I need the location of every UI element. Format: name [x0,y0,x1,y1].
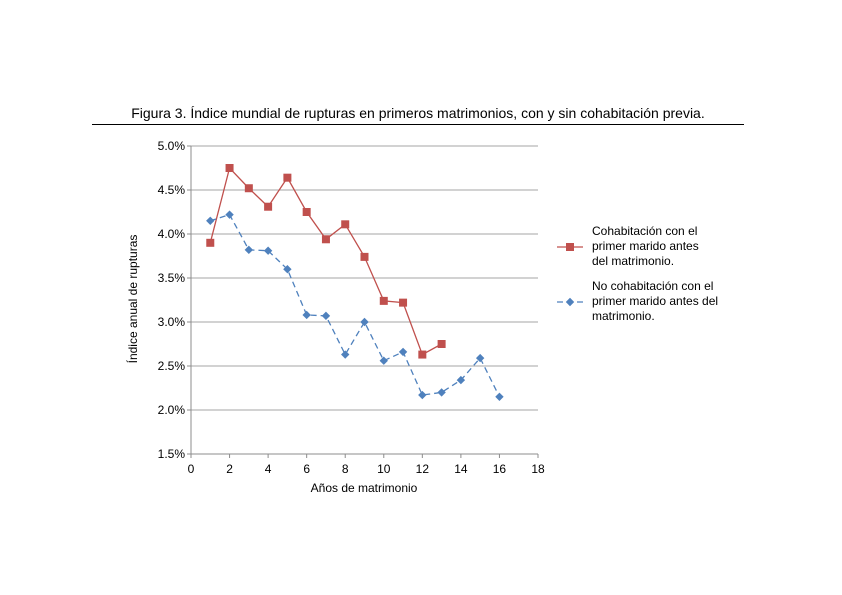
data-point [399,298,408,307]
y-tick-label: 5.0% [158,139,186,153]
x-tick-label: 6 [303,462,310,476]
legend-label: matrimonio. [592,309,655,323]
y-tick-label: 2.0% [158,403,186,417]
y-tick-label: 1.5% [158,447,186,461]
figure-title: Figura 3. Índice mundial de rupturas en … [131,105,705,121]
data-point [437,388,446,397]
legend-label: primer marido antes [592,239,699,253]
tick-labels: 1.5% 2.0% 2.5% 3.0% 3.5% 4.0% 4.5% 5.0% 0 2 4 6 8 10 1… [158,139,545,476]
data-point [398,347,408,357]
data-point [244,245,254,255]
data-point [341,220,350,229]
x-tick-label: 0 [188,462,195,476]
y-tick-label: 4.0% [158,227,186,241]
legend-label: Cohabitación con el [592,224,697,238]
series-cohabitacion [206,164,446,359]
x-tick-label: 4 [265,462,272,476]
data-point [418,350,427,359]
legend-symbol-marker [565,297,575,307]
axes [187,145,539,458]
x-tick-label: 18 [531,462,545,476]
x-tick-label: 16 [493,462,507,476]
series [206,164,504,401]
data-point [302,208,311,216]
data-point [283,265,292,274]
x-tick-label: 12 [416,462,430,476]
legend-symbol-marker [566,243,574,251]
x-tick-label: 8 [342,462,349,476]
x-axis-label: Años de matrimonio [311,481,418,495]
legend-label: del matrimonio. [592,254,674,268]
data-point [456,375,466,385]
title-divider [92,124,744,125]
data-point [283,173,292,182]
data-point [341,350,350,359]
data-point [495,392,504,401]
legend-label: No cohabitación con el [592,279,713,293]
y-axis-label: Índice anual de rupturas [125,235,140,364]
series-no-cohabitacion [206,210,504,401]
legend-label: primer marido antes del [592,294,718,308]
y-tick-label: 3.0% [158,315,186,329]
data-point [244,184,253,193]
y-tick-label: 2.5% [158,359,186,373]
data-point [360,252,369,261]
data-point [302,310,311,320]
data-point [264,202,273,211]
y-tick-label: 3.5% [158,271,186,285]
data-point [206,216,215,225]
series-line [210,213,501,398]
data-point [437,340,446,348]
x-tick-label: 10 [377,462,391,476]
data-point [321,311,331,321]
data-point [225,164,234,172]
series-line [209,166,442,356]
data-point [360,317,369,327]
data-point [418,390,427,400]
data-point [225,210,234,219]
data-point [379,296,388,305]
x-tick-label: 2 [226,462,233,476]
data-point [475,353,485,363]
x-tick-label: 14 [454,462,468,476]
y-tick-label: 4.5% [158,183,186,197]
data-point [321,235,330,244]
data-point [206,238,215,247]
data-point [379,356,388,365]
data-point [263,246,273,255]
